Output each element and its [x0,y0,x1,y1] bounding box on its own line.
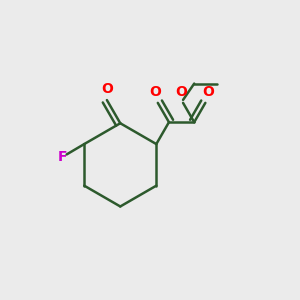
Text: O: O [101,82,113,96]
Text: O: O [149,85,161,99]
Text: O: O [176,85,188,99]
Text: F: F [57,150,67,164]
Text: O: O [202,85,214,99]
